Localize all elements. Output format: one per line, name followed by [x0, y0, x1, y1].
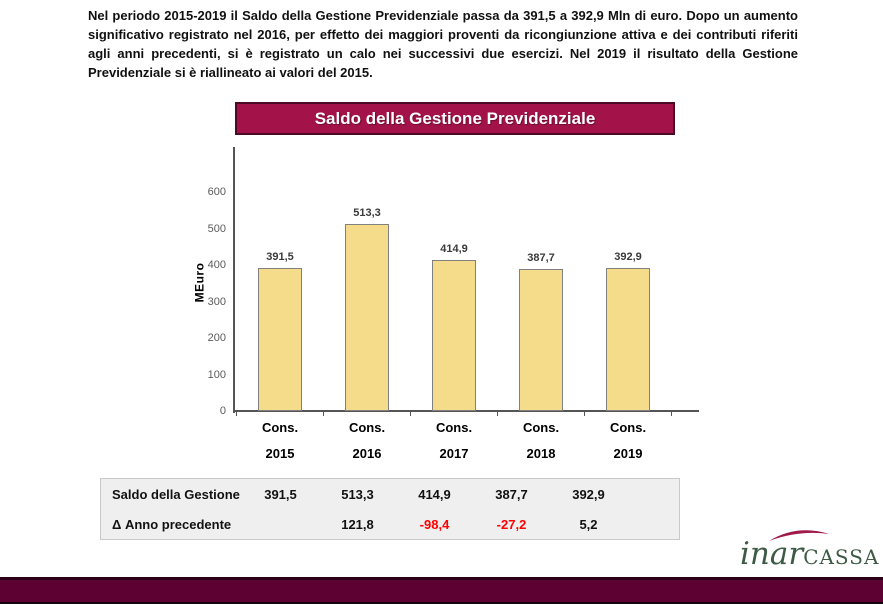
table-row-label: Δ Anno precedente — [112, 516, 232, 532]
y-tick-label: 600 — [207, 186, 226, 198]
x-tick-mark — [410, 412, 411, 416]
table-cell: 387,7 — [495, 486, 528, 502]
x-tick-mark — [236, 412, 237, 416]
x-tick-mark — [323, 412, 324, 416]
x-category-year: 2018 — [526, 446, 556, 461]
x-category-year: 2019 — [613, 446, 643, 461]
bar-value-label: 414,9 — [440, 243, 468, 255]
bar — [606, 268, 650, 411]
intro-paragraph: Nel periodo 2015-2019 il Saldo della Ges… — [88, 8, 798, 80]
table-row-label: Saldo della Gestione — [112, 486, 240, 502]
bar-value-label: 391,5 — [266, 251, 294, 263]
logo-swoosh-icon — [769, 530, 829, 541]
chart-title: Saldo della Gestione Previdenziale — [314, 108, 596, 128]
y-tick-label: 100 — [207, 368, 226, 381]
table-cell: 392,9 — [572, 486, 605, 502]
chart-title-banner: Saldo della Gestione Previdenziale — [235, 102, 675, 135]
x-tick-mark — [584, 412, 585, 416]
y-axis-title: MEuro — [192, 262, 207, 303]
x-category-year: 2016 — [352, 446, 382, 461]
bar-value-label: 392,9 — [614, 251, 642, 263]
footer-bar — [0, 577, 883, 604]
bar — [519, 269, 563, 411]
x-category-label: Cons. — [609, 420, 647, 435]
table-cell: 391,5 — [264, 486, 297, 502]
bar — [258, 268, 302, 411]
bar — [345, 224, 389, 411]
table-cell: -27,2 — [496, 516, 527, 532]
logo-text-inar: inar — [740, 536, 804, 572]
y-tick-label: 500 — [207, 222, 226, 235]
table-cell: -98,4 — [419, 516, 450, 532]
x-category-label: Cons. — [522, 420, 560, 435]
table-cell: 5,2 — [579, 516, 598, 532]
x-axis-line — [233, 410, 699, 412]
x-category-label: Cons. — [261, 420, 299, 435]
bar-value-label: 387,7 — [527, 252, 555, 264]
table-row: Saldo della Gestione 391,5 513,3 414,9 387,7… — [101, 479, 679, 509]
table-cell: 513,3 — [341, 486, 374, 502]
logo-text: inarCASSA — [740, 536, 879, 572]
x-category-year: 2015 — [265, 446, 295, 461]
y-tick-label: 400 — [207, 259, 226, 271]
x-tick-mark — [671, 412, 672, 416]
x-category-label: Cons. — [348, 420, 386, 435]
table-cell: 121,8 — [341, 516, 374, 532]
bar — [432, 260, 476, 411]
y-tick-label: 200 — [207, 332, 226, 344]
x-category-year: 2017 — [439, 446, 469, 461]
inarcassa-logo: inarCASSA — [740, 526, 882, 574]
table-cell: 414,9 — [418, 486, 451, 502]
bar-value-label: 513,3 — [353, 207, 381, 219]
y-tick-label: 300 — [207, 295, 226, 308]
y-tick-label: 0 — [219, 405, 226, 417]
summary-table: Saldo della Gestione 391,5 513,3 414,9 387,7… — [100, 478, 680, 540]
y-axis-line — [233, 147, 235, 413]
table-row: Δ Anno precedente 121,8 -98,4 -27,2 5,2 — [101, 509, 679, 539]
x-category-label: Cons. — [435, 420, 473, 435]
x-tick-mark — [497, 412, 498, 416]
logo-text-cassa: CASSA — [803, 545, 880, 569]
